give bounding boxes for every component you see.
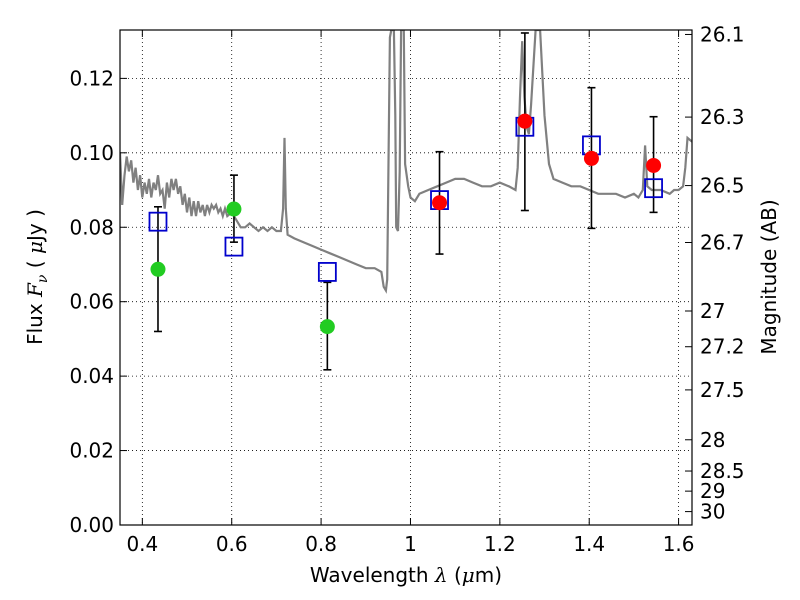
y2-tick-label: 26.3	[700, 105, 745, 129]
plot-area	[120, 30, 692, 371]
y-tick-label: 0.08	[69, 215, 114, 239]
model-square-marker	[148, 211, 168, 232]
nir-flux-point	[517, 113, 533, 129]
y-tick-label: 0.02	[69, 439, 114, 463]
y2-tick-label: 29	[700, 479, 725, 503]
nir-flux-point	[432, 195, 448, 211]
x-tick-label: 0.4	[126, 532, 158, 556]
y-axis-title: Flux Fν ( μJy )	[23, 209, 51, 345]
plot-frame	[119, 29, 693, 526]
nir-flux-point	[583, 150, 599, 166]
y2-tick-label: 27.5	[700, 378, 745, 402]
y-tick-label: 0.10	[69, 141, 114, 165]
optical-flux-point	[226, 201, 242, 217]
y-tick-label: 0.12	[69, 66, 114, 90]
x-tick-label: 1.4	[573, 532, 605, 556]
y-tick-label: 0.04	[69, 364, 114, 388]
x-tick-label: 0.6	[216, 532, 248, 556]
model-square-marker	[224, 236, 244, 257]
y2-tick-label: 27.2	[700, 335, 745, 359]
model-square-marker	[644, 178, 663, 199]
y2-tick-label: 30	[700, 500, 725, 524]
x-axis-title: Wavelength λ (μm)	[310, 563, 502, 587]
model-square-marker	[317, 262, 337, 282]
y2-tick-label: 26.5	[700, 174, 745, 198]
y-tick-label: 0.00	[69, 513, 114, 537]
y2-tick-label: 27	[700, 299, 725, 323]
x-axis: 0.4 0.6 0.8 1 1.2 1.4 1.6	[126, 30, 695, 556]
y2-tick-label: 26.7	[700, 231, 745, 255]
template-spectrum-line	[120, 30, 692, 294]
x-tick-label: 1.6	[663, 532, 695, 556]
x-tick-label: 1.2	[484, 532, 516, 556]
x-tick-label: 1	[404, 532, 417, 556]
x-tick-label: 0.8	[305, 532, 337, 556]
optical-flux-point	[150, 261, 166, 277]
plot-background	[120, 30, 692, 525]
y2-tick-label: 28.5	[700, 459, 745, 483]
y-tick-label: 0.06	[69, 290, 114, 314]
y2-tick-label: 28	[700, 428, 725, 452]
nir-flux-point	[646, 157, 662, 173]
optical-flux-point	[319, 319, 335, 335]
y2-tick-label: 26.1	[700, 22, 745, 46]
y2-axis-title: Magnitude (AB)	[757, 199, 781, 354]
y-axis: 0.00 0.02 0.04 0.06 0.08 0.10 0.12	[69, 66, 127, 537]
